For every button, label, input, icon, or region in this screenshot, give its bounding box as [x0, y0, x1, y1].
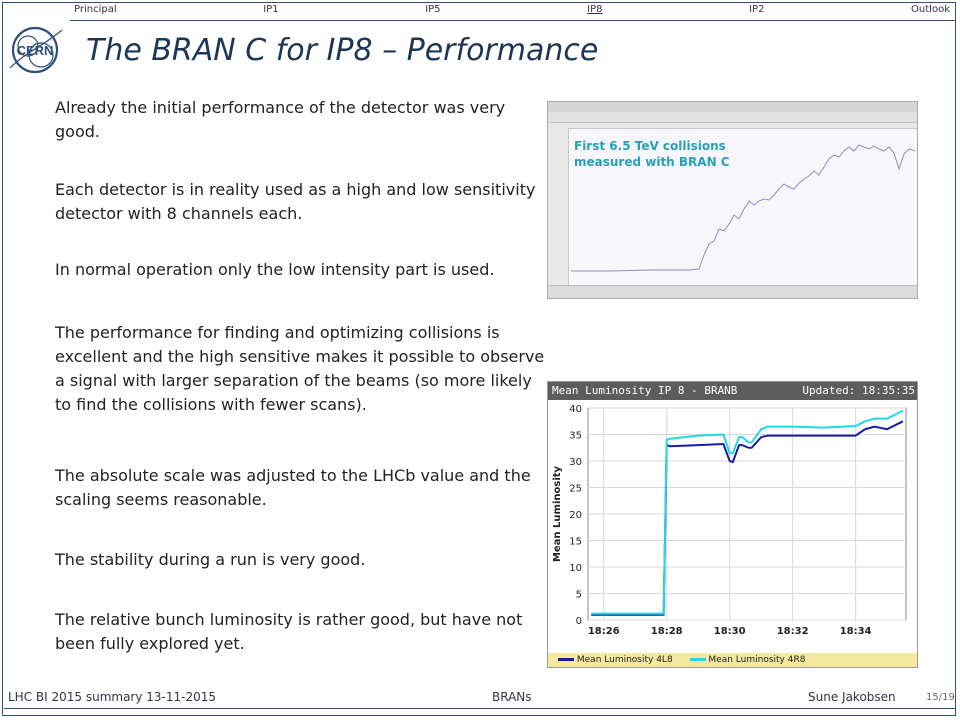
y-axis-label: Mean Luminosity [552, 465, 563, 562]
nav-item-principal[interactable]: Principal [74, 4, 117, 15]
paragraph-absolute-scale: The absolute scale was adjusted to the L… [55, 466, 531, 509]
x-tick-label: 18:28 [651, 626, 683, 637]
y-tick-label: 15 [569, 537, 582, 548]
nav-item-ip8[interactable]: IP8 [587, 4, 603, 15]
paragraph-bunch-luminosity: The relative bunch luminosity is rather … [55, 610, 523, 653]
y-tick-label: 20 [569, 510, 582, 521]
y-tick-label: 10 [569, 563, 582, 574]
chart-header: Mean Luminosity IP 8 - BRANB Updated: 18… [548, 382, 917, 400]
screenshot-caption: First 6.5 TeV collisions measured with B… [574, 138, 730, 170]
nav-item-ip5[interactable]: IP5 [425, 4, 441, 15]
svg-text:CERN: CERN [17, 43, 54, 58]
y-tick-label: 5 [576, 590, 582, 601]
x-tick-label: 18:32 [777, 626, 809, 637]
chart-legend: Mean Luminosity 4L8 Mean Luminosity 4R8 [548, 653, 917, 667]
chart-title: Mean Luminosity IP 8 - BRANB [552, 384, 738, 397]
series-line-4l8 [591, 420, 904, 616]
legend-swatch-4l8 [558, 658, 574, 661]
y-tick-label: 0 [576, 616, 582, 627]
top-navigation: Principal IP1 IP5 IP8 IP2 Outlook [70, 4, 954, 20]
paragraph-sensitivity: Each detector is in reality used as a hi… [55, 180, 536, 223]
y-tick-label: 30 [569, 457, 582, 468]
footer-topic: BRANs [492, 690, 532, 704]
y-tick-label: 35 [569, 431, 582, 442]
bran-c-screenshot: First 6.5 TeV collisions measured with B… [547, 101, 918, 299]
x-tick-label: 18:26 [588, 626, 620, 637]
screenshot-status-bar [548, 285, 917, 298]
slide-title: The BRAN C for IP8 – Performance [86, 33, 599, 68]
nav-item-ip2[interactable]: IP2 [749, 4, 765, 15]
bottom-divider [4, 708, 956, 709]
cern-logo-icon: CERN [9, 26, 63, 74]
paragraph-normal-operation: In normal operation only the low intensi… [55, 260, 495, 279]
legend-label-4r8: Mean Luminosity 4R8 [708, 655, 806, 665]
luminosity-chart: Mean Luminosity IP 8 - BRANB Updated: 18… [547, 381, 918, 668]
slide-footer: LHC BI 2015 summary 13-11-2015 BRANs Sun… [8, 690, 955, 708]
nav-item-ip1[interactable]: IP1 [263, 4, 279, 15]
top-divider [70, 20, 956, 21]
nav-item-outlook[interactable]: Outlook [911, 4, 950, 15]
series-line-4r8 [591, 409, 904, 615]
screenshot-plot-area [568, 128, 917, 288]
caption-line-1: First 6.5 TeV collisions [574, 139, 726, 153]
paragraph-stability: The stability during a run is very good. [55, 550, 366, 569]
screenshot-toolbar [548, 112, 917, 123]
paragraph-initial-performance: Already the initial performance of the d… [55, 98, 506, 141]
paragraph-performance: The performance for finding and optimizi… [55, 323, 545, 414]
y-tick-label: 25 [569, 484, 582, 495]
footer-page-number: 15/19 [926, 692, 955, 703]
caption-line-2: measured with BRAN C [574, 155, 730, 169]
screenshot-signal-trace [571, 144, 916, 272]
y-tick-label: 40 [569, 404, 582, 415]
luminosity-plot: 0 5 10 15 20 25 30 35 40 18:26 18:28 18:30 18:32 18:3… [552, 404, 907, 637]
chart-updated-time: Updated: 18:35:35 [802, 384, 915, 397]
x-tick-label: 18:34 [840, 626, 872, 637]
legend-label-4l8: Mean Luminosity 4L8 [576, 655, 673, 665]
footer-event: LHC BI 2015 summary 13-11-2015 [8, 690, 217, 704]
footer-author: Sune Jakobsen [808, 690, 896, 704]
x-tick-label: 18:30 [714, 626, 746, 637]
legend-swatch-4r8 [689, 658, 706, 661]
